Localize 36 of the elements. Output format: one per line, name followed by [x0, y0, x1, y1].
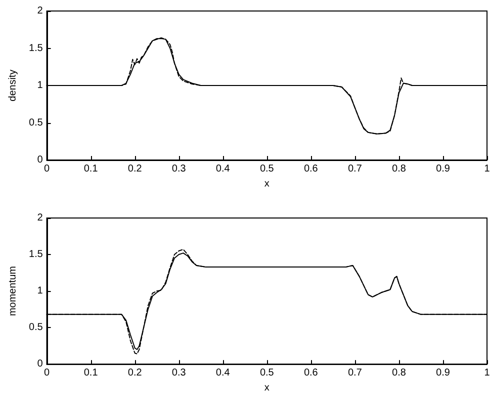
x-tick-label: 1: [484, 368, 490, 379]
y-tick-label: 1: [37, 80, 44, 91]
x-tick-label: 0.4: [216, 164, 230, 174]
y-tick-label: 1.5: [28, 42, 44, 54]
x-tick-label: 0.3: [172, 368, 186, 379]
x-tick-label: 0.2: [128, 164, 142, 174]
y-tick-label: 0: [37, 154, 44, 166]
x-axis-title: x: [264, 178, 270, 190]
y-tick-label: 0.5: [28, 322, 44, 334]
x-tick-label: 0.2: [128, 368, 142, 379]
y-axis-title: momentum: [8, 266, 18, 316]
x-tick-label: 0.8: [392, 164, 406, 174]
x-tick-label: 0.6: [304, 164, 318, 174]
x-tick-label: 0.8: [392, 368, 406, 379]
x-tick-label: 0.1: [84, 164, 98, 174]
x-tick-label: 0: [44, 164, 50, 174]
x-tick-label: 0.4: [216, 368, 230, 379]
x-axis-title: x: [264, 382, 270, 394]
y-tick-label: 1.5: [28, 249, 44, 260]
y-tick-label: 2: [37, 212, 44, 224]
x-tick-label: 0.5: [260, 368, 274, 379]
y-tick-label: 0: [37, 358, 44, 370]
y-tick-label: 1: [37, 286, 44, 297]
x-tick-label: 0.1: [84, 368, 98, 379]
x-tick-label: 0: [44, 368, 50, 379]
x-tick-label: 0.3: [172, 164, 186, 174]
x-tick-label: 0.7: [348, 164, 362, 174]
x-tick-label: 0.9: [436, 368, 450, 379]
y-tick-label: 2: [37, 6, 44, 16]
x-tick-label: 0.7: [348, 368, 362, 379]
x-tick-label: 1: [484, 164, 490, 174]
y-tick-label: 0.5: [28, 117, 44, 128]
x-tick-label: 0.9: [436, 164, 450, 174]
x-tick-label: 0.5: [260, 164, 274, 174]
x-tick-label: 0.6: [304, 368, 318, 379]
y-axis-title: density: [8, 70, 18, 102]
